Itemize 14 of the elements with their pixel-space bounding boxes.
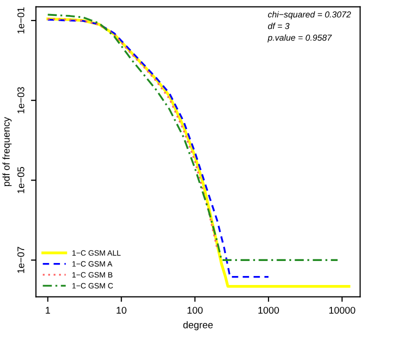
y-tick-label: 1e−05 <box>17 166 24 194</box>
y-tick-label: 1e−07 <box>17 246 24 273</box>
y-axis-title: pdf of frequency <box>2 117 12 186</box>
x-tick-label: 100 <box>188 306 203 314</box>
x-tick-label: 1 <box>46 306 50 314</box>
annotation: chi−squared = 0.3072 <box>268 11 351 20</box>
annotation: df = 3 <box>268 22 290 30</box>
y-tick-label: 1e−03 <box>17 87 24 114</box>
x-axis-title: degree <box>183 321 213 330</box>
x-tick-label: 10 <box>116 306 126 314</box>
x-tick-label: 10000 <box>329 306 356 314</box>
y-tick-label: 1e−01 <box>17 7 24 34</box>
annotation: p.value = 0.9587 <box>268 34 332 42</box>
x-tick-label: 1000 <box>258 306 279 314</box>
